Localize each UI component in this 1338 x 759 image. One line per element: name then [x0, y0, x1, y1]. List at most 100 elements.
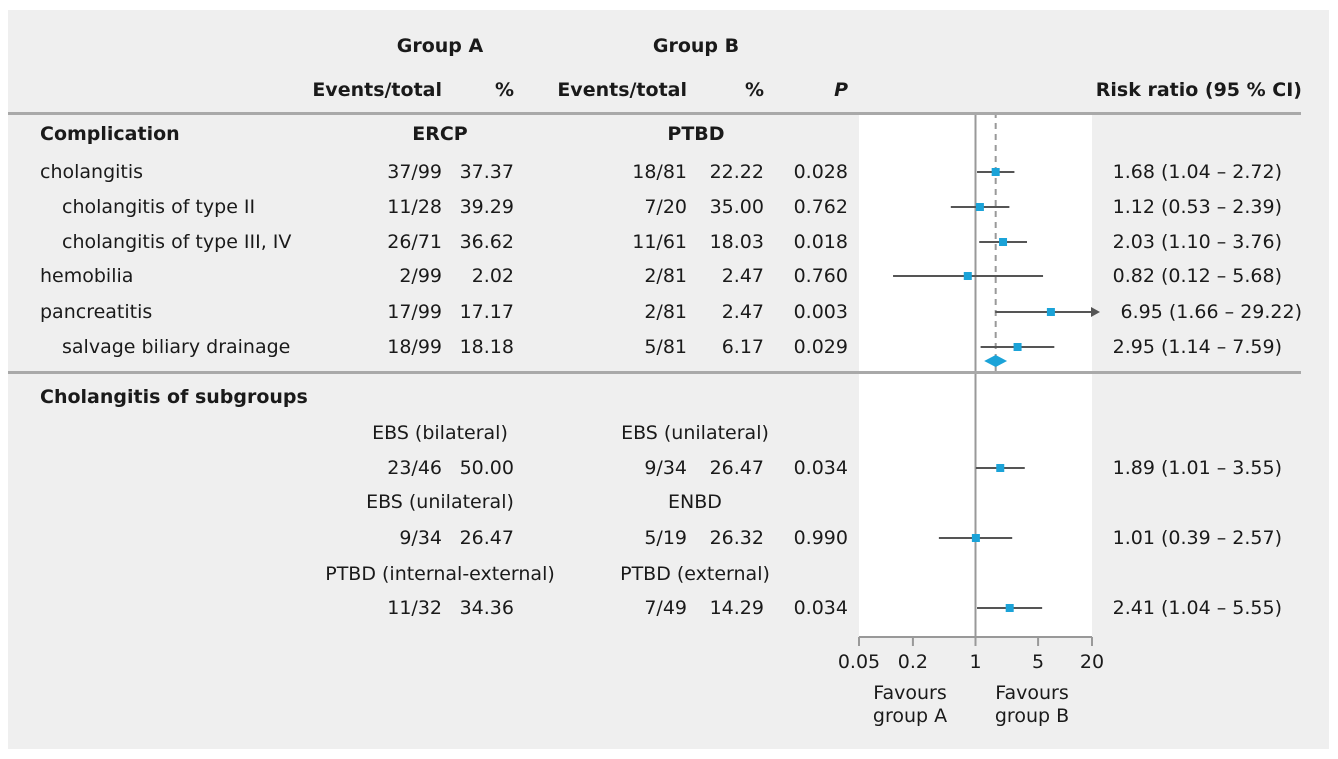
row-pct-a: 26.47 — [459, 527, 514, 549]
row-risk-ratio: 2.03 (1.10 – 3.76) — [1112, 231, 1282, 253]
row-p-value: 0.003 — [793, 301, 848, 323]
x-tick-label-3: 5 — [1032, 651, 1044, 673]
row-pct-a: 2.02 — [471, 265, 514, 287]
point-estimate-row-4 — [1046, 308, 1055, 316]
row-pct-a: 36.62 — [459, 231, 514, 253]
row-pct-a: 34.36 — [459, 597, 514, 619]
pooled-diamond — [984, 355, 1008, 367]
header-events-b: Events/total — [557, 79, 687, 101]
row-pct-b: 22.22 — [709, 161, 764, 183]
row-pct-a: 17.17 — [459, 301, 514, 323]
subgroup-group-b-name: ENBD — [668, 491, 722, 513]
row-label: salvage biliary drainage — [62, 336, 291, 358]
x-tick-label-0: 0.05 — [838, 651, 880, 673]
row-events-b: 5/19 — [644, 527, 687, 549]
row-events-b: 11/61 — [632, 231, 687, 253]
row-events-a: 2/99 — [399, 265, 442, 287]
row-pct-b: 2.47 — [721, 301, 764, 323]
header-pct-a: % — [494, 79, 514, 101]
row-events-a: 17/99 — [387, 301, 442, 323]
row-label: hemobilia — [40, 265, 134, 287]
point-estimate-subgroup-1 — [971, 534, 980, 542]
row-events-a: 37/99 — [387, 161, 442, 183]
row-events-b: 18/81 — [632, 161, 687, 183]
header-group-b: Group B — [652, 35, 740, 57]
row-pct-b: 26.32 — [709, 527, 764, 549]
subgroup-group-b-name: EBS (unilateral) — [621, 422, 769, 444]
row-pct-b: 18.03 — [709, 231, 764, 253]
subgroup-group-a-name: PTBD (internal-external) — [325, 563, 555, 585]
point-estimate-row-2 — [999, 238, 1008, 246]
row-pct-a: 37.37 — [459, 161, 514, 183]
row-p-value: 0.034 — [793, 457, 848, 479]
row-label: cholangitis of type II — [62, 196, 256, 218]
x-tick-label-1: 0.2 — [898, 651, 928, 673]
row-p-value: 0.028 — [793, 161, 848, 183]
row-events-a: 26/71 — [387, 231, 442, 253]
point-estimate-subgroup-0 — [996, 464, 1005, 472]
header-events-a: Events/total — [312, 79, 442, 101]
row-risk-ratio: 1.89 (1.01 – 3.55) — [1112, 457, 1282, 479]
header-p: P — [834, 79, 848, 101]
row-events-b: 7/20 — [644, 196, 687, 218]
row-pct-b: 14.29 — [709, 597, 764, 619]
row-events-b: 2/81 — [644, 301, 687, 323]
row-events-a: 23/46 — [387, 457, 442, 479]
favours-group-a-label: Favours group A — [872, 682, 948, 727]
row-pct-a: 39.29 — [459, 196, 514, 218]
row-events-a: 9/34 — [399, 527, 442, 549]
row-events-b: 9/34 — [644, 457, 687, 479]
row-risk-ratio: 1.68 (1.04 – 2.72) — [1112, 161, 1282, 183]
row-risk-ratio: 0.82 (0.12 – 5.68) — [1112, 265, 1282, 287]
row-risk-ratio: 1.12 (0.53 – 2.39) — [1112, 196, 1282, 218]
row-pct-b: 35.00 — [709, 196, 764, 218]
row-events-a: 11/32 — [387, 597, 442, 619]
row-pct-b: 2.47 — [721, 265, 764, 287]
point-estimate-row-3 — [963, 272, 972, 280]
row-pct-b: 6.17 — [721, 336, 764, 358]
point-estimate-row-5 — [1013, 343, 1022, 351]
row-risk-ratio: 1.01 (0.39 – 2.57) — [1112, 527, 1282, 549]
section-group-b-name: PTBD — [667, 123, 725, 145]
row-pct-a: 18.18 — [459, 336, 514, 358]
point-estimate-row-0 — [991, 168, 1000, 176]
section-divider — [8, 371, 1301, 374]
row-events-a: 18/99 — [387, 336, 442, 358]
row-p-value: 0.029 — [793, 336, 848, 358]
figure-panel — [8, 10, 1329, 749]
x-tick-label-2: 1 — [969, 651, 981, 673]
row-risk-ratio: 6.95 (1.66 – 29.22) — [1120, 301, 1302, 323]
x-tick-label-4: 20 — [1080, 651, 1104, 673]
subgroup-group-a-name: EBS (bilateral) — [372, 422, 508, 444]
header-pct-b: % — [744, 79, 764, 101]
row-p-value: 0.762 — [793, 196, 848, 218]
row-label: cholangitis of type III, IV — [62, 231, 292, 253]
row-risk-ratio: 2.95 (1.14 – 7.59) — [1112, 336, 1282, 358]
row-p-value: 0.760 — [793, 265, 848, 287]
ci-arrow-row-4 — [1091, 307, 1100, 317]
row-pct-a: 50.00 — [459, 457, 514, 479]
point-estimate-subgroup-2 — [1005, 604, 1014, 612]
row-p-value: 0.034 — [793, 597, 848, 619]
row-events-b: 5/81 — [644, 336, 687, 358]
row-events-b: 2/81 — [644, 265, 687, 287]
subgroup-group-b-name: PTBD (external) — [620, 563, 770, 585]
row-events-b: 7/49 — [644, 597, 687, 619]
row-label: pancreatitis — [40, 301, 153, 323]
row-risk-ratio: 2.41 (1.04 – 5.55) — [1112, 597, 1282, 619]
favours-group-b-label: Favours group B — [994, 682, 1070, 727]
section-title-complication: Complication — [40, 123, 180, 145]
row-label: cholangitis — [40, 161, 144, 183]
row-pct-b: 26.47 — [709, 457, 764, 479]
row-p-value: 0.990 — [793, 527, 848, 549]
section-title-subgroups: Cholangitis of subgroups — [40, 386, 308, 408]
subgroup-group-a-name: EBS (unilateral) — [366, 491, 514, 513]
row-events-a: 11/28 — [387, 196, 442, 218]
row-p-value: 0.018 — [793, 231, 848, 253]
header-group-a: Group A — [396, 35, 484, 57]
header-divider — [8, 112, 1301, 115]
header-risk-ratio: Risk ratio (95 % CI) — [1095, 79, 1302, 101]
section-group-a-name: ERCP — [412, 123, 468, 145]
